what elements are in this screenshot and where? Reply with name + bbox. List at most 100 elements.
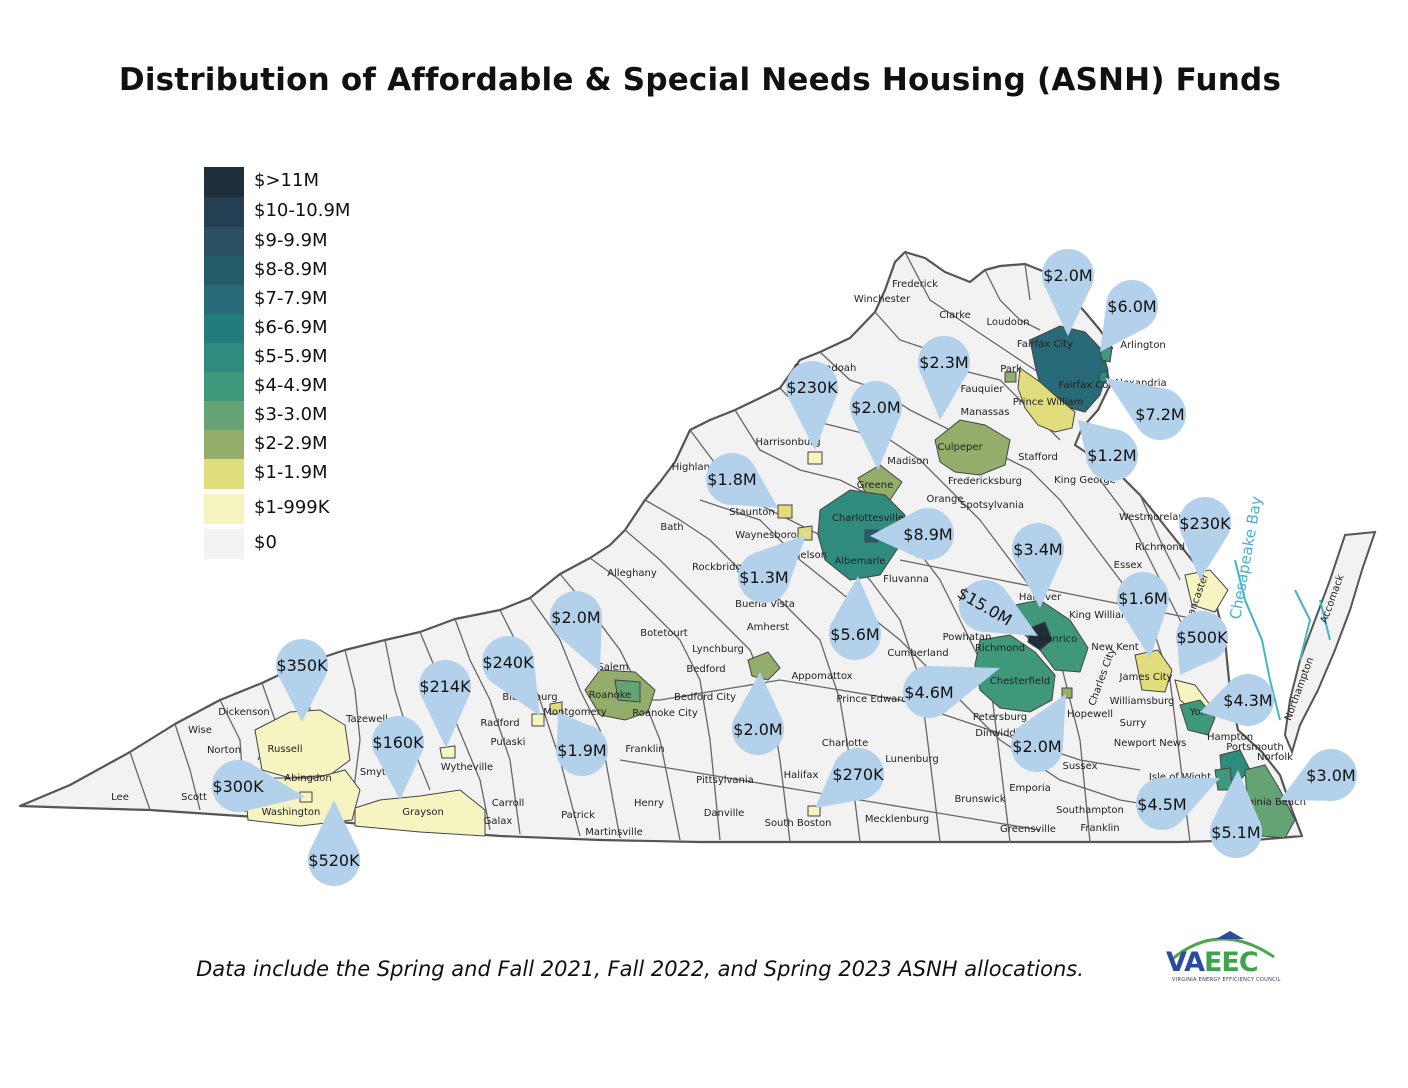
place-label: Emporia bbox=[1009, 783, 1051, 794]
legend-item: $5-5.9M bbox=[204, 343, 404, 373]
place-label: Isle of Wight bbox=[1149, 772, 1211, 783]
logo-subtitle: VIRGINIA ENERGY EFFICIENCY COUNCIL bbox=[1172, 977, 1281, 983]
legend-label: $5-5.9M bbox=[254, 346, 328, 367]
legend-item: $8-8.9M bbox=[204, 256, 404, 286]
county-harrisonburg bbox=[807, 451, 823, 465]
pin-value: $500K bbox=[1176, 628, 1228, 647]
place-label: Tazewell bbox=[345, 714, 388, 725]
legend-label: $7-7.9M bbox=[254, 288, 328, 309]
pin-value: $1.3M bbox=[739, 568, 788, 587]
county-grayson bbox=[354, 789, 486, 837]
place-label: Patrick bbox=[561, 810, 595, 821]
pin-value: $2.0M bbox=[1012, 737, 1061, 756]
place-label: Franklin bbox=[625, 744, 664, 755]
place-label: Radford bbox=[480, 718, 519, 729]
pin-marker-icon bbox=[550, 591, 602, 643]
legend-label: $10-10.9M bbox=[254, 200, 351, 221]
pin-marker-icon bbox=[1176, 611, 1228, 663]
place-label: Henrico bbox=[1039, 634, 1078, 645]
place-label: King William bbox=[1069, 610, 1131, 621]
value-pin: $1.9M bbox=[556, 712, 608, 776]
county-lancaster bbox=[1184, 569, 1229, 613]
place-label: Galax bbox=[484, 816, 513, 827]
place-label: Loudoun bbox=[987, 317, 1030, 328]
place-label: Charlottesville bbox=[832, 513, 904, 524]
pin-value: $520K bbox=[308, 851, 360, 870]
place-label: Manassas bbox=[961, 407, 1010, 418]
place-label: South Boston bbox=[765, 818, 832, 829]
place-label: Arlington bbox=[1120, 340, 1166, 351]
place-label: Harrisonburg bbox=[755, 437, 820, 448]
pin-value: $1.9M bbox=[557, 741, 606, 760]
place-label: Washington bbox=[262, 807, 321, 818]
place-label: Bedford City bbox=[674, 692, 736, 703]
pin-value: $8.9M bbox=[903, 525, 952, 544]
pin-marker-icon bbox=[1086, 429, 1138, 481]
place-label: Charlotte bbox=[822, 738, 868, 749]
place-label: Mecklenburg bbox=[865, 814, 929, 825]
value-pin: $5.6M bbox=[829, 576, 881, 660]
pin-marker-icon bbox=[1305, 749, 1357, 801]
value-pin: $270K bbox=[815, 748, 884, 808]
pin-value: $1.2M bbox=[1087, 446, 1136, 465]
value-pins: $2.0M $6.0M $2.3M $230K $2.0M $7.2M $1.2M $1.8M… bbox=[212, 249, 1357, 886]
place-label: Winchester bbox=[854, 294, 911, 305]
value-pin: $6.0M bbox=[1100, 280, 1158, 352]
place-label: Surry bbox=[1120, 718, 1147, 729]
place-label: Pittsylvania bbox=[696, 775, 754, 786]
pin-value: $3.4M bbox=[1013, 540, 1062, 559]
pin-marker-icon bbox=[482, 636, 534, 688]
pin-value: $1.8M bbox=[707, 470, 756, 489]
place-label: Dinwiddie bbox=[975, 728, 1024, 739]
place-label: Westmoreland bbox=[1119, 512, 1191, 523]
legend-item: $6-6.9M bbox=[204, 314, 404, 344]
value-pin: $160K bbox=[372, 716, 424, 800]
pin-marker-icon bbox=[1012, 523, 1064, 575]
pin-marker-icon bbox=[1210, 806, 1262, 858]
place-label: Roanoke City bbox=[632, 708, 698, 719]
legend-item: $7-7.9M bbox=[204, 285, 404, 315]
pin-marker-icon bbox=[959, 580, 1011, 632]
pin-value: $5.6M bbox=[830, 625, 879, 644]
pin-value: $7.2M bbox=[1135, 405, 1184, 424]
place-label: Halifax bbox=[784, 770, 819, 781]
pin-value: $350K bbox=[276, 656, 328, 675]
legend-swatch bbox=[204, 197, 244, 227]
pin-marker-icon bbox=[918, 336, 970, 388]
place-label: Salem bbox=[597, 662, 628, 673]
place-label: Henry bbox=[634, 798, 664, 809]
place-label: Essex bbox=[1114, 560, 1143, 571]
place-label: Staunton bbox=[729, 507, 774, 518]
pin-marker-icon bbox=[829, 608, 881, 660]
county-radford bbox=[531, 713, 545, 727]
legend-label: $2-2.9M bbox=[254, 433, 328, 454]
place-labels: Frederick Winchester Clarke Loudoun Arlingto… bbox=[111, 279, 1346, 838]
pin-value: $6.0M bbox=[1107, 297, 1156, 316]
place-label: Wytheville bbox=[441, 762, 493, 773]
legend-label: $9-9.9M bbox=[254, 230, 328, 251]
place-label: Spotsylvania bbox=[960, 500, 1024, 511]
value-pin: $3.0M bbox=[1280, 749, 1357, 801]
place-label: Chesterfield bbox=[990, 676, 1050, 687]
place-label: Fluvanna bbox=[883, 574, 929, 585]
pin-value: $230K bbox=[786, 378, 838, 397]
place-label: King George bbox=[1054, 475, 1116, 486]
county-alexandria bbox=[1098, 371, 1109, 383]
value-pin: $2.0M bbox=[550, 591, 602, 672]
county-abingdon bbox=[299, 791, 313, 803]
place-label: Albemarle bbox=[834, 556, 885, 567]
place-label: Clarke bbox=[939, 310, 971, 321]
place-label: Abingdon bbox=[284, 773, 331, 784]
place-label: Norfolk bbox=[1257, 752, 1293, 763]
place-label: Franklin bbox=[1080, 823, 1119, 834]
place-label: Dickenson bbox=[218, 707, 270, 718]
pin-marker-icon bbox=[1222, 674, 1274, 726]
legend-swatch bbox=[204, 256, 244, 286]
place-label: Wise bbox=[188, 725, 212, 736]
place-label: Hampton bbox=[1207, 732, 1253, 743]
pin-marker-icon bbox=[1042, 249, 1094, 301]
value-pin: $2.0M bbox=[1011, 694, 1066, 772]
place-label: Lee bbox=[111, 792, 129, 803]
place-label: Carroll bbox=[492, 798, 525, 809]
